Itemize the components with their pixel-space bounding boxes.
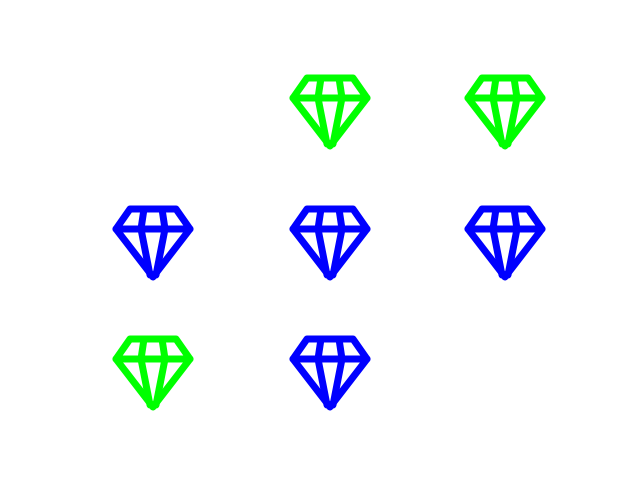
- diamond-icon-stroke: [112, 335, 194, 411]
- diamond-icon-stroke: [152, 225, 169, 279]
- diamond-icon-stroke: [137, 355, 154, 409]
- diamond-icon-stroke: [504, 225, 521, 279]
- diamond-icon-stroke: [464, 74, 546, 150]
- diamond-icon-stroke: [314, 355, 331, 409]
- diamond-icon-stroke: [152, 355, 169, 409]
- diamond-icon: [112, 335, 194, 411]
- diamond-icon: [112, 205, 194, 281]
- diamond-icon-stroke: [289, 335, 371, 411]
- diamond-icon-stroke: [464, 205, 546, 281]
- diamond-icon-stroke: [489, 225, 506, 279]
- diamond-icon: [464, 205, 546, 281]
- diamond-icon-stroke: [329, 94, 346, 148]
- diamond-icon-stroke: [314, 225, 331, 279]
- diamond-icon-stroke: [137, 225, 154, 279]
- diamond-icon-stroke: [112, 205, 194, 281]
- diamond-icon: [289, 74, 371, 150]
- diamond-icon-stroke: [289, 74, 371, 150]
- diamond-icon-stroke: [489, 94, 506, 148]
- diamond-icon: [289, 335, 371, 411]
- diamond-icon-stroke: [329, 355, 346, 409]
- diamond-icon-stroke: [314, 94, 331, 148]
- diamond-icon-stroke: [329, 225, 346, 279]
- diamond-icon-stroke: [289, 205, 371, 281]
- diamond-icon-stroke: [504, 94, 521, 148]
- diamond-icon: [464, 74, 546, 150]
- diamond-icon: [289, 205, 371, 281]
